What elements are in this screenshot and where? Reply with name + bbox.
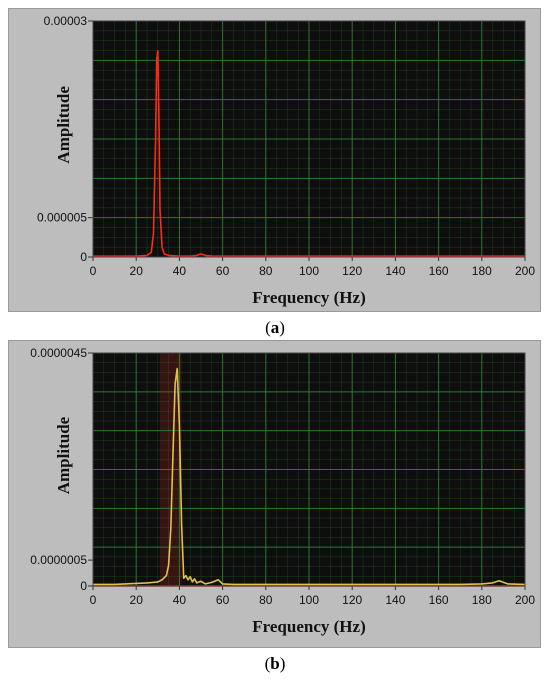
caption-a-letter: a — [270, 318, 280, 337]
y-ticks: 0 0.000005 0.00003 — [37, 14, 93, 264]
x-axis-title: Frequency (Hz) — [252, 288, 365, 307]
y-tick-label: 0.0000005 — [30, 553, 87, 567]
x-tick-label: 200 — [515, 593, 535, 607]
caption-b-letter: b — [270, 654, 280, 673]
x-tick-label: 180 — [472, 593, 492, 607]
y-axis-title: Amplitude — [54, 86, 73, 164]
x-axis-title: Frequency (Hz) — [252, 617, 365, 636]
y-tick-label: 0.0000045 — [30, 346, 87, 360]
y-tick-label: 0 — [80, 579, 87, 593]
x-tick-label: 120 — [342, 264, 362, 278]
x-tick-label: 20 — [130, 593, 144, 607]
y-tick-label: 0 — [80, 250, 87, 264]
x-tick-label: 0 — [90, 264, 97, 278]
x-tick-label: 160 — [429, 593, 449, 607]
plot-frame — [92, 20, 526, 258]
chart-panel-b: 0 20 40 60 80 100 120 140 160 180 200 0 0.0000005 0.0… — [8, 340, 541, 648]
x-tick-label: 180 — [472, 264, 492, 278]
x-tick-label: 140 — [385, 593, 405, 607]
y-tick-label: 0.000005 — [37, 211, 87, 225]
caption-b: (b) — [264, 654, 286, 673]
x-tick-label: 140 — [385, 264, 405, 278]
x-tick-label: 20 — [130, 264, 144, 278]
y-axis-title: Amplitude — [54, 416, 73, 494]
chart-a-svg: 0 20 40 60 80 100 120 140 160 180 200 0 0.000005 0.00… — [37, 14, 535, 307]
caption-a: (a) — [265, 318, 285, 337]
x-tick-label: 100 — [299, 264, 319, 278]
x-tick-label: 160 — [429, 264, 449, 278]
x-ticks: 0 20 40 60 80 100 120 140 160 180 200 — [90, 586, 535, 607]
x-tick-label: 0 — [90, 593, 97, 607]
x-tick-label: 200 — [515, 264, 535, 278]
y-ticks: 0 0.0000005 0.0000045 — [30, 346, 93, 593]
x-tick-label: 100 — [299, 593, 319, 607]
grid — [92, 352, 526, 587]
series-line-0 — [93, 50, 525, 257]
series-line-0 — [93, 367, 526, 586]
plot-frame — [92, 352, 526, 587]
x-ticks: 0 20 40 60 80 100 120 140 160 180 200 — [90, 257, 535, 278]
chart-panel-a: 0 20 40 60 80 100 120 140 160 180 200 0 0.000005 0.00… — [8, 8, 541, 312]
x-tick-label: 80 — [259, 264, 273, 278]
y-tick-label: 0.00003 — [44, 14, 88, 28]
chart-b-svg: 0 20 40 60 80 100 120 140 160 180 200 0 0.0000005 0.0… — [30, 346, 535, 636]
x-tick-label: 40 — [173, 593, 187, 607]
x-tick-label: 40 — [173, 264, 187, 278]
x-tick-label: 120 — [342, 593, 362, 607]
x-tick-label: 80 — [259, 593, 273, 607]
x-tick-label: 60 — [216, 264, 230, 278]
x-tick-label: 60 — [216, 593, 230, 607]
